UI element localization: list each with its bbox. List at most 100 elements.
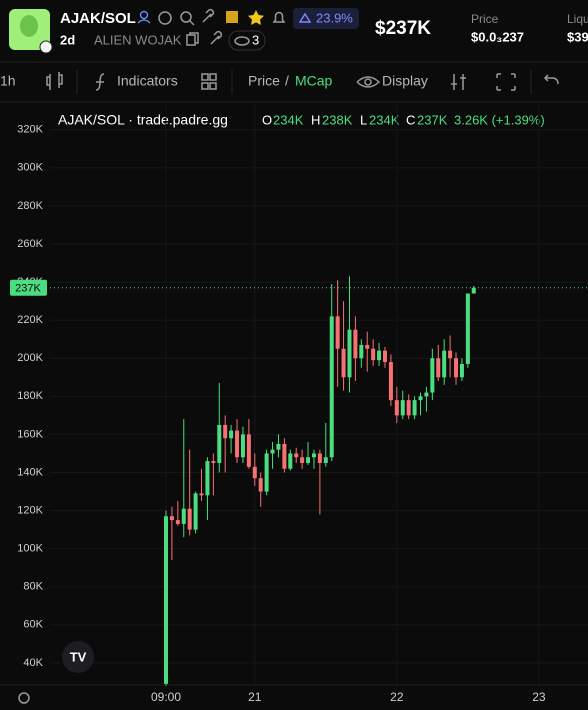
candle-body: [217, 424, 222, 463]
candle-body: [359, 344, 364, 359]
candle-body: [246, 434, 251, 467]
header-icons[interactable]: [137, 8, 286, 26]
candle-body: [300, 457, 305, 463]
candle-body: [306, 457, 311, 463]
candle-body: [335, 316, 340, 349]
candle-body: [412, 400, 417, 416]
candle-body: [235, 430, 240, 458]
candle-body: [388, 362, 393, 401]
candle-body: [465, 293, 470, 364]
candle-body: [211, 461, 216, 463]
market-cap: $237K: [375, 18, 431, 39]
candle-body: [448, 350, 453, 359]
y-tick-label: 60K: [23, 619, 43, 631]
candle-body: [430, 358, 435, 393]
last-price-label: 237K: [15, 283, 41, 295]
candle-body: [424, 392, 429, 397]
tv-logo[interactable]: [62, 641, 94, 673]
candle-body: [442, 350, 447, 378]
y-tick-label: 40K: [23, 657, 43, 669]
candle-body: [229, 430, 234, 439]
price-toggle[interactable]: Price: [248, 73, 280, 89]
x-tick-label: 09:00: [151, 690, 181, 704]
legend-value: 234K: [369, 112, 400, 127]
legend-key: L: [360, 112, 367, 127]
candle-body: [382, 350, 387, 363]
x-tick-label: 22: [390, 690, 404, 704]
token-name: ALIEN WOJAK: [94, 32, 182, 47]
candle-body: [175, 520, 180, 524]
liquidity-label: Liqu: [567, 12, 588, 26]
avatar-badge: [39, 40, 53, 54]
candle-body: [187, 508, 192, 530]
candle-body: [240, 434, 245, 458]
y-tick-label: 260K: [17, 238, 43, 250]
candle-body: [365, 344, 370, 349]
legend-key: O: [262, 112, 272, 127]
y-tick-label: 200K: [17, 352, 43, 364]
mcap-toggle[interactable]: MCap: [295, 73, 333, 89]
candle-body: [418, 396, 423, 401]
candle-body: [264, 453, 269, 492]
candle-body: [454, 358, 459, 378]
candle-body: [459, 363, 464, 378]
candle-body: [258, 478, 263, 492]
candle-body: [341, 348, 346, 378]
candle-body: [282, 443, 287, 469]
y-tick-label: 220K: [17, 314, 43, 326]
legend-value: 234K: [273, 112, 304, 127]
eye-icon: [234, 36, 250, 46]
legend-key: H: [311, 112, 320, 127]
toolbar-icons[interactable]: [46, 72, 559, 91]
candle-body: [181, 508, 186, 524]
watchers: 3: [252, 32, 259, 47]
candle-body: [199, 493, 204, 496]
y-tick-label: 180K: [17, 390, 43, 402]
candle-body: [347, 329, 352, 378]
y-tick-label: 320K: [17, 124, 43, 136]
token-actions[interactable]: [186, 30, 223, 46]
candle-body: [371, 348, 376, 361]
candle-body: [400, 400, 405, 416]
token-age: 2d: [60, 32, 75, 47]
change-icon: [298, 12, 312, 23]
candle-body: [406, 400, 411, 416]
plot: 40K60K80K100K120K140K160K180K200K220K240…: [0, 105, 588, 704]
candle-body: [317, 453, 322, 463]
y-tick-label: 300K: [17, 162, 43, 174]
legend-change: 3.26K (+1.39%): [454, 112, 545, 127]
y-tick-label: 80K: [23, 581, 43, 593]
y-tick-label: 280K: [17, 200, 43, 212]
change-badge: [293, 8, 359, 29]
settings-icon[interactable]: [18, 692, 30, 704]
avatar-face: [20, 15, 38, 37]
candle-body: [294, 453, 299, 458]
interval[interactable]: 1h: [0, 73, 16, 89]
x-tick-label: 23: [532, 690, 546, 704]
legend-key: C: [406, 112, 415, 127]
change-value: 23.9%: [316, 10, 353, 25]
last-price-tag: [10, 279, 47, 296]
candle-body: [436, 358, 441, 378]
price-label: Price: [471, 12, 499, 26]
legend-value: 238K: [322, 112, 353, 127]
candle-body: [311, 453, 316, 458]
toggle-separator: /: [285, 73, 289, 89]
y-tick-label: 100K: [17, 543, 43, 555]
y-tick-label: 140K: [17, 466, 43, 478]
candle-body: [288, 453, 293, 469]
candle-body: [270, 449, 275, 454]
indicators-button[interactable]: Indicators: [117, 73, 178, 89]
candle-body: [394, 400, 399, 416]
candle-body: [205, 461, 210, 496]
watchers-pill: [228, 30, 266, 51]
candle-body: [276, 443, 281, 450]
display-button[interactable]: Display: [382, 73, 428, 89]
candle-body: [223, 424, 228, 439]
y-tick-label: 120K: [17, 504, 43, 516]
candle-body: [353, 329, 358, 359]
candle-body: [164, 516, 169, 684]
pair-name: AJAK/SOL: [60, 10, 136, 27]
